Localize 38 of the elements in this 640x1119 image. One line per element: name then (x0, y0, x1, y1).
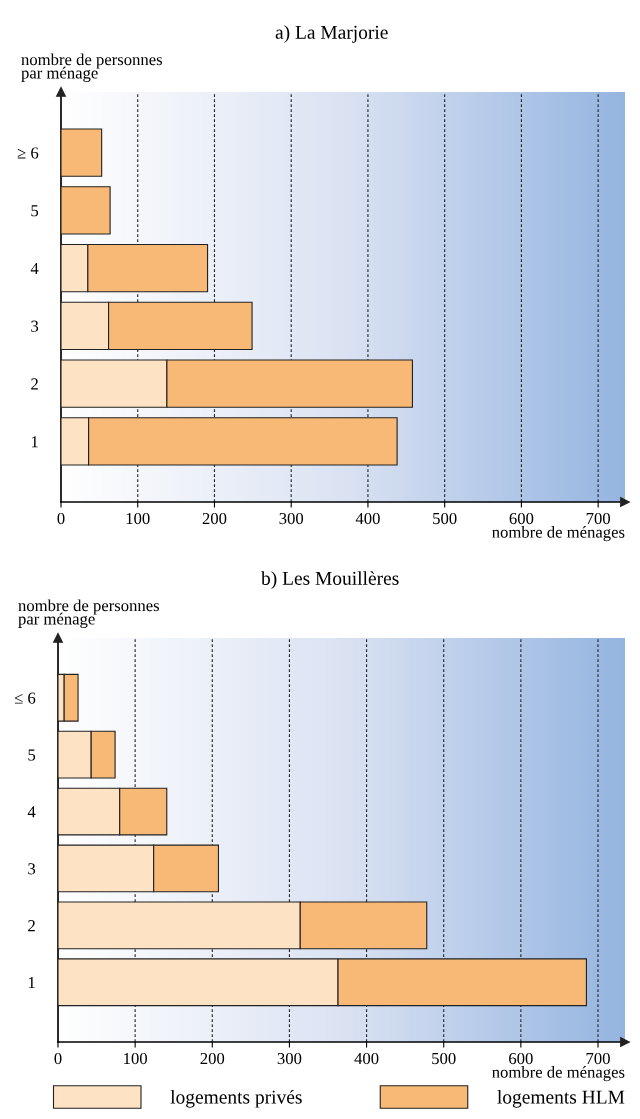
y-axis-title: nombre de personnes par ménage (18, 599, 160, 628)
x-tick-label: 500 (433, 512, 457, 525)
x-tick-label: 0 (57, 512, 65, 525)
y-tick-label: 5 (28, 749, 36, 761)
x-axis-title: nombre de ménages (492, 1066, 625, 1082)
y-axis-title: nombre de personnes par ménage (21, 53, 163, 82)
y-tick-label: ≤ 6 (14, 692, 36, 704)
x-tick-label: 200 (200, 1052, 225, 1065)
legend-label: logements HLM (497, 1089, 625, 1108)
x-tick-label: 100 (126, 512, 150, 525)
y-tick-label: 3 (28, 863, 36, 875)
y-tick-label: 1 (28, 977, 35, 989)
x-tick-label: 600 (509, 512, 534, 525)
x-axis-title: nombre de ménages (492, 526, 625, 542)
x-tick-label: 700 (586, 1052, 610, 1065)
bar (61, 186, 111, 235)
y-tick-label: ≥ 6 (17, 147, 39, 159)
x-tick-label: 700 (586, 512, 611, 525)
x-tick-label: 600 (509, 1052, 533, 1065)
y-tick-label: 2 (28, 920, 35, 932)
x-tick-label: 300 (279, 512, 304, 525)
x-tick-label: 0 (54, 1052, 62, 1065)
chart-title: b) Les Mouillères (261, 571, 399, 589)
chart-title: a) La Marjorie (275, 25, 388, 43)
bar (61, 128, 103, 177)
x-tick-label: 500 (432, 1052, 456, 1065)
y-tick-label: 3 (31, 320, 39, 332)
x-tick-label: 400 (355, 512, 380, 525)
x-tick-label: 400 (354, 1052, 379, 1065)
y-tick-label: 2 (31, 378, 38, 390)
y-tick-label: 4 (27, 806, 36, 818)
x-tick-label: 300 (277, 1052, 302, 1065)
x-tick-label: 100 (124, 1052, 148, 1065)
legend-label: logements privés (170, 1089, 302, 1108)
y-tick-label: 5 (31, 205, 39, 217)
y-tick-label: 4 (30, 262, 39, 274)
x-tick-label: 200 (202, 512, 227, 525)
y-tick-label: 1 (31, 436, 38, 448)
